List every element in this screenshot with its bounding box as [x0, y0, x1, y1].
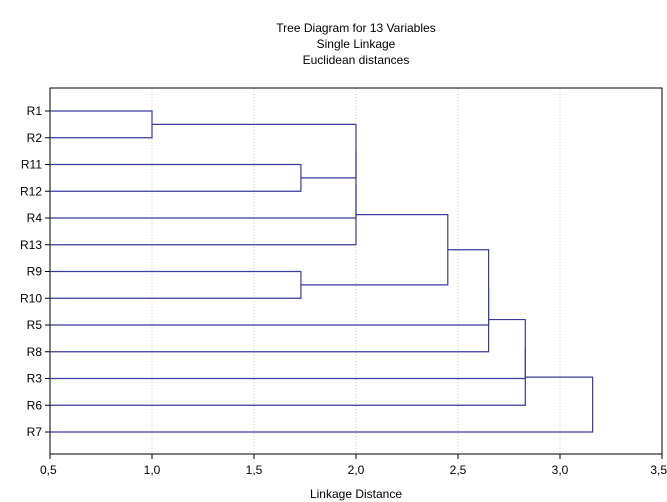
dendrogram-link [50, 287, 490, 353]
chart-title: Tree Diagram for 13 Variables Single Lin… [276, 21, 435, 67]
x-tick-label: 1,0 [144, 463, 161, 477]
x-axis: 0,5 1,0 1,5 2,0 2,5 3,0 3,5 [40, 454, 667, 477]
x-tick-label: 3,5 [650, 463, 667, 477]
title-line-3: Euclidean distances [303, 53, 410, 67]
leaf-label: R4 [27, 211, 43, 225]
leaf-label: R12 [20, 184, 42, 198]
leaf-label: R6 [27, 398, 43, 412]
leaf-labels: R1 R2 R11 R12 R4 R13 R9 R10 R5 R8 R3 R6 R7 [20, 104, 50, 439]
dendrogram-link [50, 349, 526, 406]
leaf-label: R7 [27, 425, 43, 439]
title-line-1: Tree Diagram for 13 Variables [276, 21, 435, 35]
leaf-label: R13 [20, 238, 42, 252]
x-tick-label: 2,5 [450, 463, 467, 477]
leaf-label: R9 [27, 265, 43, 279]
x-tick-label: 3,0 [552, 463, 569, 477]
leaf-label: R2 [27, 131, 43, 145]
dendrogram-link [50, 270, 302, 299]
dendrogram-link [50, 163, 302, 192]
leaf-label: R10 [20, 291, 42, 305]
x-tick-label: 1,5 [246, 463, 263, 477]
dendrogram-link [50, 151, 357, 219]
dendrogram-link [50, 110, 153, 139]
dendrogram-link [50, 318, 526, 380]
leaf-label: R5 [27, 318, 43, 332]
leaf-label: R8 [27, 345, 43, 359]
title-line-2: Single Linkage [317, 37, 396, 51]
x-tick-label: 2,0 [348, 463, 365, 477]
dendrogram-link [50, 376, 594, 433]
x-axis-title: Linkage Distance [310, 487, 402, 501]
dendrogram-links [50, 110, 594, 433]
x-tick-label: 0,5 [40, 463, 57, 477]
dendrogram-link [50, 249, 490, 326]
dendrogram-link [300, 214, 449, 286]
leaf-label: R11 [21, 158, 42, 172]
leaf-label: R1 [27, 104, 43, 118]
leaf-label: R3 [27, 372, 43, 386]
dendrogram-link [50, 184, 357, 246]
